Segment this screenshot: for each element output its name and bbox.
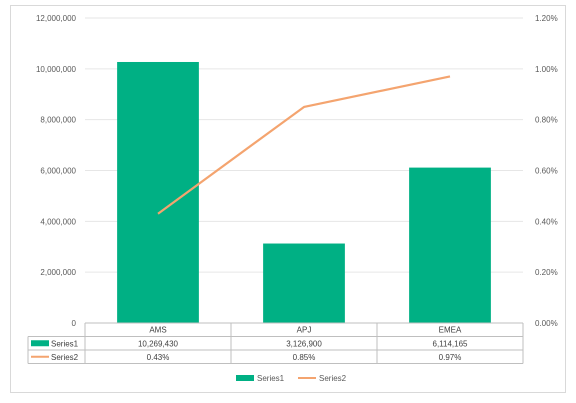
category-label: AMS <box>149 326 166 335</box>
y-tick-label: 8,000,000 <box>40 116 76 125</box>
legend-key-series1 <box>236 375 254 381</box>
y2-tick-label: 0.20% <box>535 268 558 277</box>
table-cell: 0.85% <box>293 353 316 362</box>
series2-line <box>157 75 451 215</box>
y2-tick-label: 0.40% <box>535 217 558 226</box>
y-tick-label: 6,000,000 <box>40 167 76 176</box>
y2-tick-label: 0.60% <box>535 167 558 176</box>
y2-tick-label: 1.00% <box>535 65 558 74</box>
y2-tick-label: 1.20% <box>535 14 558 23</box>
table-cell: 3,126,900 <box>286 339 322 348</box>
y-tick-label: 0 <box>72 319 77 328</box>
table-key-series1 <box>31 340 49 347</box>
y2-tick-label: 0.80% <box>535 116 558 125</box>
table-series-name: Series1 <box>51 339 79 348</box>
y-tick-label: 12,000,000 <box>36 14 77 23</box>
table-cell: 0.97% <box>439 353 462 362</box>
legend-label-series2: Series2 <box>319 374 347 383</box>
y-tick-label: 10,000,000 <box>36 65 77 74</box>
table-cell: 10,269,430 <box>138 339 179 348</box>
legend-label-series1: Series1 <box>257 374 285 383</box>
category-label: APJ <box>297 326 312 335</box>
bar-apj <box>263 243 345 323</box>
y-tick-label: 4,000,000 <box>40 217 76 226</box>
table-series-name: Series2 <box>51 353 79 362</box>
y-tick-label: 2,000,000 <box>40 268 76 277</box>
bar-emea <box>409 167 491 323</box>
table-cell: 0.43% <box>147 353 170 362</box>
category-label: EMEA <box>439 326 462 335</box>
y2-tick-label: 0.00% <box>535 319 558 328</box>
table-cell: 6,114,165 <box>433 339 469 348</box>
